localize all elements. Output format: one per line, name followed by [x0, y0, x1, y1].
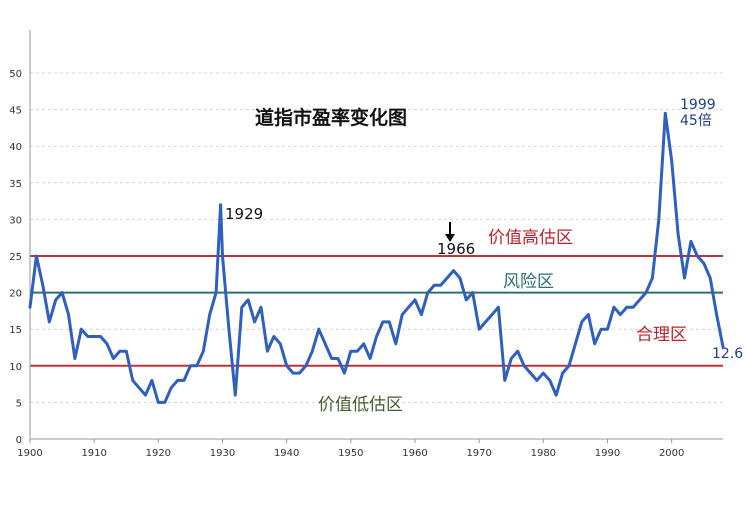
y-tick-labels: 0 5 10 15 20 25 30 35 40 45 50 — [9, 69, 22, 446]
y-tick-label: 50 — [9, 69, 22, 80]
x-tick-label: 1960 — [402, 448, 427, 459]
annotation-1999-multiple: 45倍 — [680, 113, 712, 129]
y-tick-label: 25 — [9, 252, 22, 263]
x-tick-label: 1920 — [146, 448, 171, 459]
x-tick-label: 1900 — [17, 448, 42, 459]
zone-label-reasonable: 合理区 — [636, 325, 687, 345]
x-tick-label: 1950 — [338, 448, 363, 459]
pe-series-line — [28, 111, 725, 404]
arrow-1966-icon — [445, 222, 455, 242]
y-tick-label: 20 — [9, 289, 22, 300]
x-tick-label: 1970 — [466, 448, 491, 459]
chart-title: 道指市盈率变化图 — [255, 106, 407, 129]
y-tick-label: 40 — [9, 142, 22, 153]
annotation-last-value: 12.6 — [712, 346, 743, 362]
y-tick-label: 5 — [16, 398, 22, 409]
reference-lines — [30, 255, 723, 367]
x-tick-labels: 1900 1910 1920 1930 1940 1950 1960 1970 1980 1990… — [17, 439, 684, 459]
annotation-1999-year: 1999 — [680, 97, 716, 113]
y-tick-label: 45 — [9, 106, 22, 117]
y-tick-label: 0 — [16, 435, 22, 446]
zone-label-undervalued: 价值低估区 — [318, 395, 403, 415]
x-tick-label: 1910 — [81, 448, 106, 459]
annotation-1966: 1966 — [437, 240, 475, 258]
zone-label-risk: 风险区 — [503, 272, 554, 292]
y-tick-label: 15 — [9, 325, 22, 336]
x-tick-label: 1990 — [595, 448, 620, 459]
annotation-1929: 1929 — [225, 205, 263, 223]
x-tick-label: 2000 — [659, 448, 684, 459]
x-tick-label: 1980 — [531, 448, 556, 459]
y-tick-label: 10 — [9, 362, 22, 373]
y-tick-label: 30 — [9, 215, 22, 226]
y-tick-label: 35 — [9, 179, 22, 190]
zone-label-overvalued: 价值高估区 — [488, 228, 573, 248]
x-tick-label: 1930 — [210, 448, 235, 459]
x-tick-label: 1940 — [274, 448, 299, 459]
